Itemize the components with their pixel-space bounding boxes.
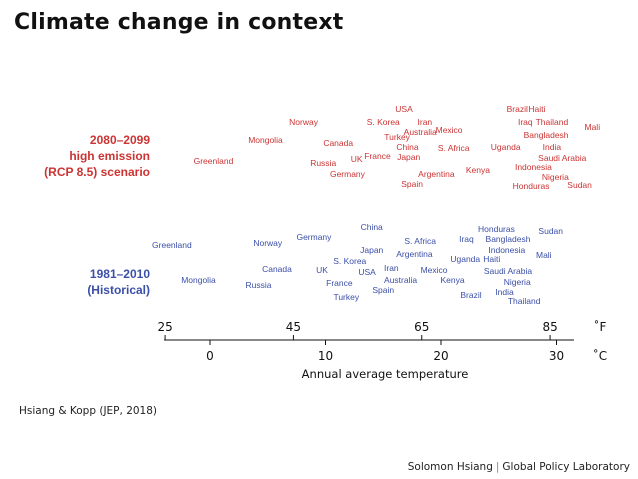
page-title: Climate change in context: [14, 10, 344, 35]
historical-country-label-indonesia: Indonesia: [488, 245, 525, 255]
future-country-label-mexico: Mexico: [436, 125, 463, 135]
historical-country-label-mali: Mali: [536, 250, 552, 260]
future-row-label-line: high emission: [69, 149, 150, 163]
historical-country-label-kenya: Kenya: [440, 275, 464, 285]
historical-country-label-usa: USA: [358, 267, 376, 277]
future-row-label: 2080–2099 high emission (RCP 8.5) scenar…: [0, 132, 150, 180]
historical-country-label-bangladesh: Bangladesh: [486, 234, 531, 244]
future-country-label-france: France: [364, 151, 391, 161]
future-country-label-bangladesh: Bangladesh: [524, 130, 569, 140]
fahrenheit-unit-label: ˚F: [594, 319, 607, 334]
future-country-label-australia: Australia: [404, 127, 437, 137]
future-row-label-line: (RCP 8.5) scenario: [44, 165, 150, 179]
future-country-label-s-korea: S. Korea: [367, 117, 400, 127]
historical-country-label-turkey: Turkey: [333, 292, 359, 302]
historical-row-label-line: 1981–2010: [89, 267, 150, 281]
future-country-label-thailand: Thailand: [536, 117, 569, 127]
future-country-label-honduras: Honduras: [513, 181, 550, 191]
historical-country-label-uk: UK: [316, 265, 328, 275]
fahrenheit-tick-label: 65: [414, 320, 429, 334]
future-country-label-nigeria: Nigeria: [542, 172, 569, 182]
historical-country-label-spain: Spain: [372, 285, 394, 295]
future-country-label-brazil: Brazil: [507, 104, 528, 114]
historical-country-label-sudan: Sudan: [538, 226, 563, 236]
historical-country-label-mexico: Mexico: [421, 265, 448, 275]
historical-country-label-china: China: [361, 222, 383, 232]
fahrenheit-tick-label: 45: [286, 320, 301, 334]
historical-country-label-brazil: Brazil: [460, 290, 481, 300]
historical-country-label-germany: Germany: [296, 232, 332, 242]
future-country-label-uganda: Uganda: [491, 142, 521, 152]
celsius-tick-label: 20: [433, 349, 448, 363]
future-country-label-spain: Spain: [401, 179, 423, 189]
historical-country-label-australia: Australia: [384, 275, 417, 285]
future-country-label-greenland: Greenland: [194, 156, 234, 166]
historical-country-label-norway: Norway: [253, 238, 283, 248]
future-country-label-japan: Japan: [397, 152, 420, 162]
future-country-label-germany: Germany: [330, 169, 366, 179]
future-country-label-russia: Russia: [310, 158, 336, 168]
future-country-label-canada: Canada: [323, 138, 353, 148]
future-country-label-iran: Iran: [418, 117, 433, 127]
fahrenheit-tick-label: 85: [542, 320, 557, 334]
future-country-label-indonesia: Indonesia: [515, 162, 552, 172]
historical-country-label-iran: Iran: [384, 263, 399, 273]
historical-country-label-iraq: Iraq: [459, 234, 474, 244]
historical-country-label-honduras: Honduras: [478, 224, 515, 234]
future-country-label-china: China: [396, 142, 418, 152]
historical-country-label-nigeria: Nigeria: [504, 277, 531, 287]
footer-org: Global Policy Laboratory: [502, 461, 630, 473]
future-country-label-s-africa: S. Africa: [438, 143, 470, 153]
historical-country-label-canada: Canada: [262, 264, 292, 274]
celsius-unit-label: ˚C: [593, 348, 607, 363]
footer-separator: |: [495, 461, 500, 473]
footer-author: Solomon Hsiang: [407, 461, 493, 473]
historical-row-label-line: (Historical): [87, 283, 150, 297]
future-country-label-saudi-arabia: Saudi Arabia: [538, 153, 586, 163]
x-axis-title: Annual average temperature: [302, 367, 469, 381]
historical-country-label-argentina: Argentina: [396, 249, 433, 259]
historical-country-label-saudi-arabia: Saudi Arabia: [484, 266, 532, 276]
celsius-tick-label: 10: [318, 349, 333, 363]
celsius-tick-label: 30: [549, 349, 564, 363]
historical-country-label-s-africa: S. Africa: [404, 236, 436, 246]
footer: Solomon Hsiang | Global Policy Laboratory: [408, 461, 630, 473]
historical-country-label-france: France: [326, 278, 353, 288]
future-country-label-turkey: Turkey: [384, 132, 410, 142]
celsius-tick-label: 0: [206, 349, 214, 363]
future-country-label-india: India: [543, 142, 562, 152]
future-country-label-usa: USA: [395, 104, 413, 114]
historical-country-label-thailand: Thailand: [508, 296, 541, 306]
historical-country-label-uganda: Uganda: [450, 254, 480, 264]
future-country-label-haiti: Haiti: [528, 104, 545, 114]
historical-country-label-s-korea: S. Korea: [333, 256, 366, 266]
future-row-label-line: 2080–2099: [89, 133, 150, 147]
historical-country-label-haiti: Haiti: [483, 254, 500, 264]
historical-country-label-mongolia: Mongolia: [181, 275, 216, 285]
future-country-label-argentina: Argentina: [418, 169, 455, 179]
historical-row-label: 1981–2010 (Historical): [0, 266, 150, 298]
historical-country-label-japan: Japan: [360, 245, 383, 255]
historical-country-label-greenland: Greenland: [152, 240, 192, 250]
future-country-label-mongolia: Mongolia: [248, 135, 283, 145]
historical-country-label-india: India: [495, 287, 514, 297]
future-country-label-kenya: Kenya: [466, 165, 490, 175]
future-country-label-norway: Norway: [289, 117, 319, 127]
future-country-label-sudan: Sudan: [567, 180, 592, 190]
citation: Hsiang & Kopp (JEP, 2018): [19, 405, 158, 417]
future-country-label-uk: UK: [351, 154, 363, 164]
historical-country-label-russia: Russia: [246, 280, 272, 290]
future-country-label-mali: Mali: [585, 122, 601, 132]
fahrenheit-tick-label: 25: [157, 320, 172, 334]
future-country-label-iraq: Iraq: [518, 117, 533, 127]
